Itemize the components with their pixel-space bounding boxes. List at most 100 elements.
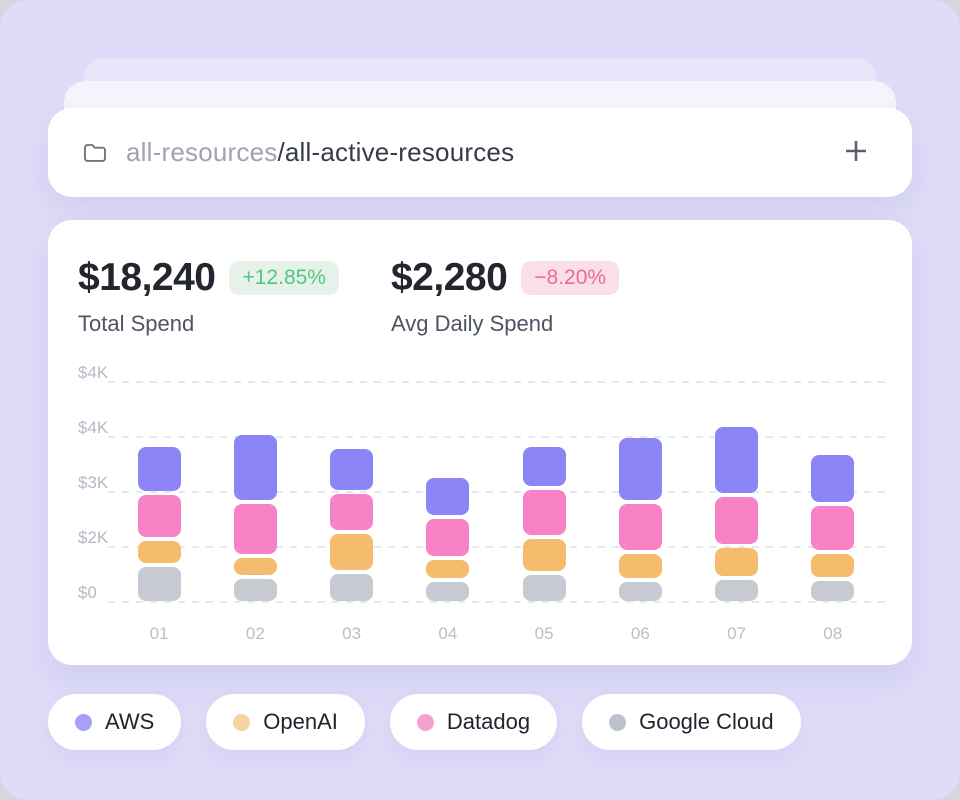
- bar-segment-aws[interactable]: [330, 449, 374, 490]
- bar-segment-google-cloud[interactable]: [426, 582, 470, 601]
- bar-segment-datadog[interactable]: [330, 494, 374, 530]
- bar-segment-openai[interactable]: [233, 558, 277, 575]
- stats-row: $18,240 +12.85% Total Spend $2,280 −8.20…: [78, 256, 886, 337]
- x-axis-tick-label: 02: [245, 624, 265, 643]
- avg-daily-spend-value: $2,280: [390, 256, 508, 299]
- spend-bar-chart: $4K $4K $3K $2K $0 01 02 03 04 05 06 07 08: [48, 360, 912, 650]
- x-axis-tick-label: 04: [438, 624, 458, 643]
- google-cloud-color-dot: [609, 713, 627, 731]
- bar-segment-datadog[interactable]: [233, 504, 277, 554]
- y-axis-tick-label: $2K: [78, 528, 109, 547]
- gridline: [108, 601, 886, 603]
- bar-segment-aws[interactable]: [426, 478, 470, 515]
- bar-segment-aws[interactable]: [618, 438, 662, 500]
- bar-segment-aws[interactable]: [811, 455, 855, 502]
- plus-icon: [841, 136, 871, 169]
- gridline: [108, 546, 886, 548]
- bar-segment-datadog[interactable]: [618, 504, 662, 550]
- aws-color-dot: [75, 713, 92, 731]
- bar-segment-aws[interactable]: [137, 447, 181, 491]
- bar-stack: [522, 447, 566, 601]
- bar-stack: [233, 435, 277, 601]
- bar-segment-aws[interactable]: [233, 435, 277, 500]
- bar-stack: [330, 449, 374, 601]
- legend-item-openai[interactable]: OpenAI: [206, 694, 365, 750]
- bar-segment-openai[interactable]: [522, 539, 566, 571]
- bar-segment-google-cloud[interactable]: [330, 574, 374, 601]
- x-axis-tick-label: 01: [149, 624, 169, 643]
- bar-segment-aws[interactable]: [522, 447, 566, 486]
- gridline: [108, 436, 886, 438]
- bar-group-07: [689, 427, 785, 601]
- breadcrumb-parent[interactable]: all-resources: [126, 137, 278, 167]
- legend-label: OpenAI: [263, 709, 338, 734]
- bar-segment-aws[interactable]: [715, 427, 759, 493]
- bar-segment-openai[interactable]: [137, 541, 181, 563]
- legend-item-aws[interactable]: AWS: [48, 694, 182, 750]
- legend-item-google-cloud[interactable]: Google Cloud: [582, 694, 801, 750]
- total-spend-delta-badge: +12.85%: [229, 261, 339, 295]
- y-axis-tick-label: $0: [78, 583, 97, 602]
- bar-segment-openai[interactable]: [330, 534, 374, 570]
- add-button[interactable]: [834, 131, 878, 175]
- total-spend-label: Total Spend: [78, 311, 195, 336]
- legend-label: AWS: [105, 709, 155, 734]
- folder-icon: [82, 141, 108, 165]
- spend-card: $18,240 +12.85% Total Spend $2,280 −8.20…: [48, 220, 912, 665]
- bar-group-06: [592, 438, 688, 601]
- gridline: [108, 381, 886, 383]
- bar-segment-datadog[interactable]: [426, 519, 470, 556]
- x-axis-tick-label: 06: [630, 624, 650, 643]
- bar-segment-google-cloud[interactable]: [811, 581, 855, 601]
- bar-segment-google-cloud[interactable]: [137, 567, 181, 601]
- breadcrumb-current[interactable]: /all-active-resources: [277, 137, 515, 167]
- legend-label: Google Cloud: [639, 709, 774, 734]
- y-axis-tick-label: $4K: [78, 418, 109, 437]
- bar-stack: [715, 427, 759, 601]
- total-spend-value: $18,240: [78, 256, 216, 299]
- x-axis-labels: 01 02 03 04 05 06 07 08: [111, 624, 881, 644]
- y-axis-tick-label: $3K: [78, 473, 109, 492]
- bar-stack: [618, 438, 662, 601]
- bar-segment-datadog[interactable]: [811, 506, 855, 550]
- bar-group-02: [207, 435, 303, 601]
- bar-segment-openai[interactable]: [618, 554, 662, 578]
- legend-label: Datadog: [446, 709, 531, 734]
- bar-group-03: [304, 449, 400, 601]
- stat-total-spend: $18,240 +12.85% Total Spend: [78, 256, 339, 337]
- bar-group-01: [111, 447, 207, 601]
- x-axis-tick-label: 08: [823, 624, 843, 643]
- avg-daily-spend-label: Avg Daily Spend: [390, 311, 554, 336]
- x-axis-tick-label: 05: [534, 624, 554, 643]
- gridline: [108, 491, 886, 493]
- bar-group-05: [496, 447, 592, 601]
- bars-row: [111, 360, 881, 601]
- bar-segment-datadog[interactable]: [137, 495, 181, 537]
- chart-legend: AWS OpenAI Datadog Google Cloud: [48, 694, 801, 750]
- bar-segment-google-cloud[interactable]: [233, 579, 277, 601]
- bar-stack: [811, 455, 855, 601]
- breadcrumb-bar: all-resources/all-active-resources: [48, 108, 912, 197]
- bar-group-04: [400, 478, 496, 601]
- bar-group-08: [785, 455, 881, 601]
- legend-item-datadog[interactable]: Datadog: [389, 694, 558, 750]
- bar-segment-datadog[interactable]: [715, 497, 759, 544]
- y-axis-tick-label: $4K: [78, 363, 109, 382]
- bar-segment-openai[interactable]: [426, 560, 470, 578]
- x-axis-tick-label: 07: [727, 624, 747, 643]
- stat-avg-daily-spend: $2,280 −8.20% Avg Daily Spend: [390, 256, 620, 337]
- bar-segment-google-cloud[interactable]: [618, 582, 662, 601]
- bar-segment-google-cloud[interactable]: [522, 575, 566, 601]
- bar-segment-datadog[interactable]: [522, 490, 566, 535]
- openai-color-dot: [233, 713, 251, 731]
- bar-stack: [426, 478, 470, 601]
- bar-segment-google-cloud[interactable]: [715, 580, 759, 601]
- x-axis-tick-label: 03: [342, 624, 362, 643]
- avg-daily-spend-delta-badge: −8.20%: [521, 261, 620, 295]
- breadcrumb[interactable]: all-resources/all-active-resources: [126, 137, 514, 168]
- bar-segment-openai[interactable]: [715, 548, 759, 576]
- bar-segment-openai[interactable]: [811, 554, 855, 577]
- bar-stack: [137, 447, 181, 601]
- datadog-color-dot: [416, 713, 434, 731]
